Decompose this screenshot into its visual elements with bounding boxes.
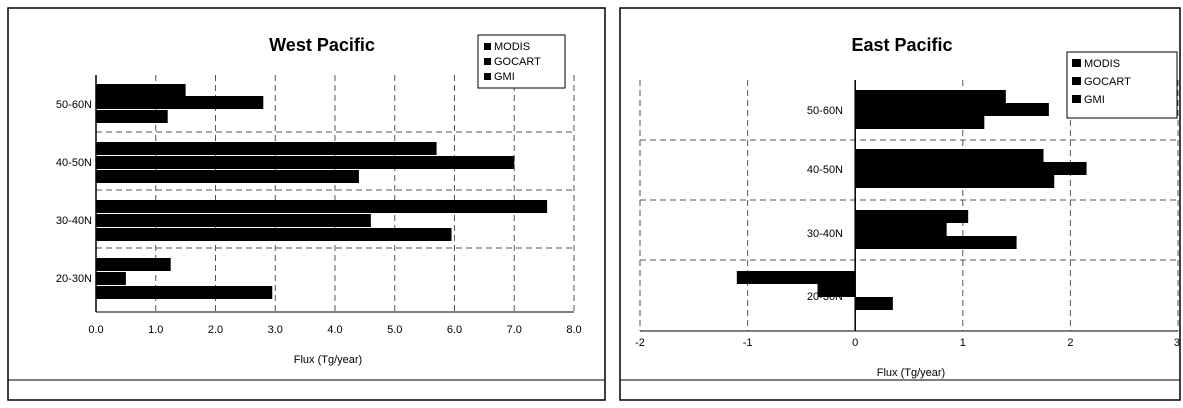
west-pacific-x-ticks: 0.0 1.0 2.0 3.0 4.0 5.0 6.0 7.0 8.0 [88, 324, 581, 336]
east-pacific-category-label: 40-50N [807, 164, 843, 176]
east-pacific-bar-50-60n-gocart [855, 103, 1049, 116]
west-pacific-category-label: 40-50N [56, 157, 92, 169]
west-pacific-x-tick-label: 5.0 [387, 324, 402, 336]
east-pacific-x-tick-label: 3 [1174, 337, 1180, 349]
west-pacific-category-label: 20-30N [56, 273, 92, 285]
east-pacific-x-tick-label: 0 [852, 337, 858, 349]
west-pacific-x-tick-label: 7.0 [507, 324, 522, 336]
west-pacific-bar-20-30n-gmi [96, 286, 273, 299]
west-pacific-category-labels: 50-60N 40-50N 30-40N 20-30N [56, 99, 92, 285]
east-pacific-bar-20-30n-modis [736, 271, 856, 284]
legend-swatch-gmi [1072, 95, 1081, 103]
east-pacific-bar-30-40n-modis [855, 210, 969, 223]
west-pacific-bar-50-60n-modis [96, 84, 186, 97]
east-pacific-frame [619, 7, 1181, 401]
east-pacific-bar-30-40n-gmi [855, 236, 1017, 249]
legend-label-gmi: GMI [494, 71, 515, 83]
west-pacific-x-tick-label: 2.0 [208, 324, 223, 336]
west-pacific-bar-50-60n-gmi [96, 110, 168, 123]
legend-label-gocart: GOCART [494, 56, 541, 68]
east-pacific-bar-20-30n-gocart [817, 284, 856, 297]
legend-swatch-gocart [484, 58, 491, 65]
west-pacific-bar-40-50n-gmi [96, 170, 359, 183]
west-pacific-bar-40-50n-gocart [96, 156, 515, 169]
west-pacific-bar-30-40n-modis [96, 200, 548, 213]
east-pacific-x-ticks: -2 -1 0 1 2 3 [635, 337, 1180, 349]
west-pacific-bar-50-60n-gocart [96, 96, 264, 109]
west-pacific-bars [96, 84, 548, 299]
east-pacific-bar-20-30n-gmi [855, 297, 893, 310]
east-pacific-x-tick-label: 1 [960, 337, 966, 349]
east-pacific-bars [736, 90, 1087, 310]
east-pacific-bar-50-60n-gmi [855, 116, 985, 129]
west-pacific-x-tick-label: 1.0 [148, 324, 163, 336]
legend-label-gmi: GMI [1084, 94, 1105, 106]
west-pacific-bar-20-30n-modis [96, 258, 171, 271]
west-pacific-x-tick-label: 0.0 [88, 324, 103, 336]
west-pacific-x-tick-label: 3.0 [268, 324, 283, 336]
east-pacific-bar-40-50n-gocart [855, 162, 1087, 175]
west-pacific-x-tick-label: 8.0 [566, 324, 581, 336]
east-pacific-bar-40-50n-modis [855, 149, 1044, 162]
west-pacific-chart: West Pacific 50-60N 40-50N 30-40N 20-30N 0.… [56, 34, 582, 366]
east-pacific-category-labels: 50-60N 40-50N 30-40N 20-30N [807, 105, 843, 303]
west-pacific-frame [7, 7, 606, 401]
west-pacific-x-tick-label: 4.0 [327, 324, 342, 336]
legend-swatch-gocart [1072, 77, 1081, 85]
east-pacific-x-tick-label: 2 [1067, 337, 1073, 349]
west-pacific-x-axis-label: Flux (Tg/year) [294, 354, 362, 366]
legend-label-modis: MODIS [1084, 58, 1120, 70]
legend-swatch-modis [1072, 59, 1081, 67]
west-pacific-bar-40-50n-modis [96, 142, 437, 155]
legend-swatch-gmi [484, 73, 491, 80]
east-pacific-category-label: 30-40N [807, 228, 843, 240]
east-pacific-category-label: 20-30N [807, 291, 843, 303]
east-pacific-x-axis-label: Flux (Tg/year) [877, 367, 945, 379]
west-pacific-category-label: 30-40N [56, 215, 92, 227]
west-pacific-bar-30-40n-gocart [96, 214, 371, 227]
east-pacific-x-tick-label: -2 [635, 337, 645, 349]
west-pacific-category-label: 50-60N [56, 99, 92, 111]
west-pacific-legend: MODIS GOCART GMI [477, 34, 566, 89]
west-pacific-bar-20-30n-gocart [96, 272, 126, 285]
east-pacific-legend: MODIS GOCART GMI [1066, 51, 1178, 119]
legend-label-modis: MODIS [494, 41, 530, 53]
east-pacific-chart: East Pacific 50-60N 40-50N 30-40N 20-30N -2… [635, 35, 1180, 379]
east-pacific-bar-40-50n-gmi [855, 175, 1055, 188]
west-pacific-legend-box [477, 34, 566, 89]
legend-label-gocart: GOCART [1084, 76, 1131, 88]
east-pacific-x-tick-label: -1 [743, 337, 753, 349]
east-pacific-bar-30-40n-gocart [855, 223, 947, 236]
east-pacific-legend-box [1066, 51, 1178, 119]
west-pacific-x-tick-label: 6.0 [447, 324, 462, 336]
east-pacific-bar-50-60n-modis [855, 90, 1006, 103]
west-pacific-title: West Pacific [269, 35, 375, 55]
east-pacific-category-label: 50-60N [807, 105, 843, 117]
legend-swatch-modis [484, 43, 491, 50]
west-pacific-bar-30-40n-gmi [96, 228, 452, 241]
east-pacific-title: East Pacific [851, 35, 952, 55]
